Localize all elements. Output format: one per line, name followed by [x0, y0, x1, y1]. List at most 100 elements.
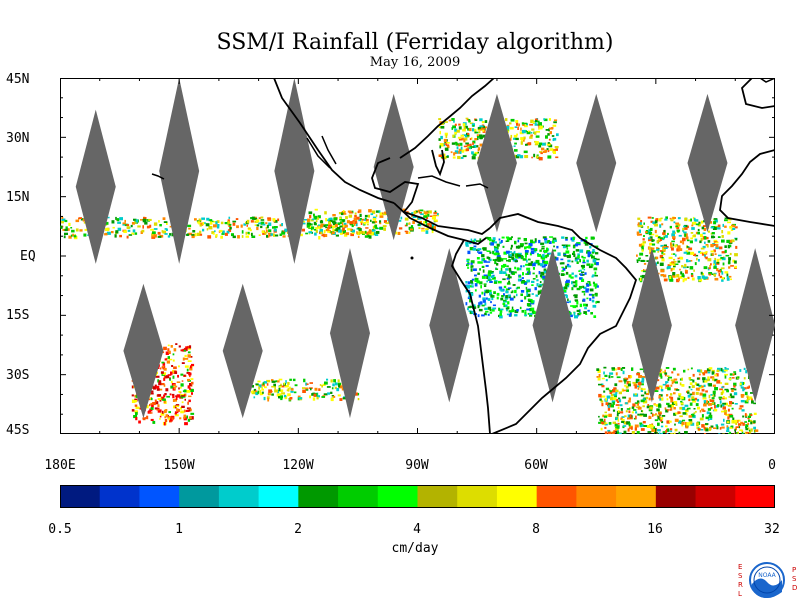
rain-pixel	[465, 142, 469, 145]
rain-pixel	[159, 415, 162, 418]
rain-pixel	[706, 411, 710, 415]
rain-pixel	[748, 429, 751, 432]
rain-pixel	[207, 235, 212, 239]
europe-coast	[759, 78, 775, 83]
rain-pixel	[600, 427, 603, 431]
rain-pixel	[690, 218, 692, 222]
rain-pixel	[580, 265, 585, 268]
rain-pixel	[631, 367, 634, 371]
rain-pixel	[154, 407, 158, 410]
rain-pixel	[529, 243, 533, 247]
rain-pixel	[544, 240, 548, 244]
rain-pixel	[310, 229, 313, 233]
rain-pixel	[330, 391, 333, 394]
rain-pixel	[670, 379, 675, 382]
rain-pixel	[671, 247, 674, 251]
rain-pixel	[216, 225, 220, 229]
rain-pixel	[737, 431, 739, 434]
rain-pixel	[563, 290, 567, 293]
rain-pixel	[641, 274, 646, 279]
rain-pixel	[703, 403, 707, 407]
rain-pixel	[482, 258, 486, 261]
rain-pixel	[368, 209, 372, 213]
rain-pixel	[708, 383, 712, 387]
rain-pixel	[431, 230, 434, 234]
rain-pixel	[731, 239, 735, 243]
rain-pixel	[726, 425, 729, 428]
rain-pixel	[187, 354, 191, 358]
rain-pixel	[466, 258, 470, 261]
rain-pixel	[670, 396, 674, 400]
rain-pixel	[573, 312, 576, 315]
rain-pixel	[324, 211, 327, 215]
rain-pixel	[260, 221, 265, 225]
rain-pixel	[117, 221, 121, 224]
rain-pixel	[688, 386, 691, 389]
rain-pixel	[710, 425, 714, 428]
rain-pixel	[683, 251, 688, 254]
rain-pixel	[705, 416, 709, 420]
rain-pixel	[471, 146, 475, 148]
colorbar-unit-label: cm/day	[391, 541, 439, 556]
rain-pixel	[261, 230, 265, 233]
rain-pixel	[681, 384, 685, 387]
rain-pixel	[669, 408, 672, 411]
colorbar-frame	[60, 485, 775, 508]
rain-pixel	[131, 385, 134, 389]
rain-pixel	[716, 426, 719, 430]
gulf-of-mexico-coast	[371, 157, 491, 235]
rain-pixel	[669, 396, 672, 399]
rain-pixel	[464, 125, 468, 129]
rain-pixel	[639, 224, 643, 227]
rain-pixel	[726, 273, 729, 277]
rain-pixel	[673, 260, 677, 263]
rain-pixel	[519, 243, 524, 247]
rain-pixel	[607, 429, 611, 432]
rain-pixel	[636, 372, 641, 376]
logo-left-letter: S	[738, 572, 743, 580]
rain-pixel	[492, 259, 497, 261]
rain-pixel	[583, 240, 586, 244]
rain-pixel	[680, 400, 683, 403]
rain-pixel	[509, 251, 512, 253]
rain-pixel	[734, 388, 737, 391]
rain-pixel	[473, 245, 477, 248]
rain-pixel	[691, 227, 695, 230]
rain-pixel	[222, 230, 225, 234]
rain-pixel	[709, 414, 713, 419]
rain-pixel	[638, 243, 642, 247]
rain-pixel	[131, 232, 134, 235]
rain-pixel	[713, 249, 716, 253]
rain-pixel	[142, 218, 146, 221]
rain-pixel	[61, 220, 64, 224]
lon-label-0: 0	[768, 458, 776, 473]
rain-pixel	[637, 381, 640, 383]
rain-pixel	[70, 234, 73, 237]
rain-pixel	[696, 377, 700, 380]
rain-pixel	[79, 229, 83, 232]
rain-pixel	[264, 386, 267, 389]
rain-pixel	[704, 371, 706, 373]
rain-pixel	[281, 392, 285, 395]
rain-pixel	[171, 393, 175, 396]
rain-pixel	[164, 233, 168, 235]
north-america-west-coast	[273, 78, 395, 204]
rain-pixel	[624, 415, 627, 418]
rain-pixel	[251, 390, 254, 394]
rain-pixel	[542, 151, 547, 153]
rain-pixel	[255, 392, 259, 396]
rain-pixel	[337, 379, 340, 383]
rain-pixel	[673, 432, 676, 434]
rain-pixel	[330, 379, 333, 383]
rain-pixel	[663, 244, 667, 247]
rain-pixel	[618, 391, 622, 395]
rain-pixel	[604, 431, 608, 434]
rain-pixel	[730, 228, 734, 231]
rain-pixel	[639, 368, 644, 371]
rain-pixel	[164, 393, 167, 396]
rain-pixel	[486, 256, 490, 259]
rain-pixel	[157, 231, 161, 235]
rain-pixel	[199, 230, 202, 234]
rain-pixel	[579, 303, 583, 308]
rain-pixel	[251, 232, 253, 236]
